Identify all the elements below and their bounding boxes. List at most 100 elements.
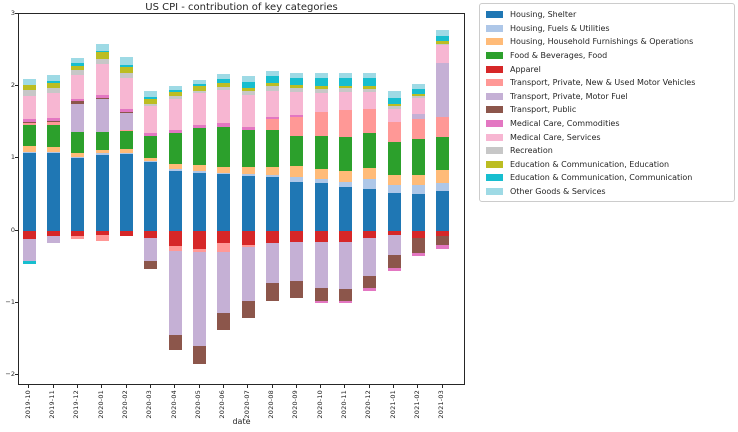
bar-segment xyxy=(338,181,352,188)
legend-swatch-icon xyxy=(486,160,503,168)
bar-segment xyxy=(168,85,182,90)
x-tick-mark xyxy=(295,385,297,388)
bar-segment xyxy=(387,106,401,110)
x-tick-label: 2020-08 xyxy=(267,390,275,419)
bar-segment xyxy=(47,124,61,147)
x-tick-mark xyxy=(247,385,249,388)
bar-segment xyxy=(290,116,304,137)
legend-swatch-icon xyxy=(486,38,503,46)
bar-segment xyxy=(144,160,158,163)
bar-segment xyxy=(193,92,207,125)
x-tick-label: 2020-02 xyxy=(121,390,130,419)
legend-item: Apparel xyxy=(486,62,728,76)
y-tick-label: −1 xyxy=(5,297,15,306)
bar-segment xyxy=(411,230,425,238)
bar-segment xyxy=(387,254,401,269)
bar-segment xyxy=(22,84,36,90)
bar-segment xyxy=(95,97,109,100)
bar-segment xyxy=(436,190,450,231)
bar-segment xyxy=(168,169,182,172)
bar-segment xyxy=(314,179,328,184)
bar-segment xyxy=(338,187,352,231)
bar-segment xyxy=(290,181,304,231)
x-tick-mark xyxy=(149,385,151,388)
bar-segment xyxy=(241,76,255,82)
bar-segment xyxy=(22,124,36,147)
bar-segment xyxy=(266,283,279,302)
bar-segment xyxy=(71,101,85,104)
bar-segment xyxy=(363,287,377,291)
bar-segment xyxy=(338,85,352,89)
bar-segment xyxy=(144,261,158,269)
bar-segment xyxy=(47,152,61,231)
bar-segment xyxy=(290,165,304,177)
y-tick-mark xyxy=(15,229,18,231)
bar-segment xyxy=(95,63,109,95)
bar-segment xyxy=(411,253,425,256)
bar-segment xyxy=(22,153,36,231)
bar-segment xyxy=(290,92,304,116)
x-tick-label: 2019-12 xyxy=(72,390,81,419)
bar-segment xyxy=(193,252,207,346)
bar-segment xyxy=(290,77,304,85)
legend-item: Food & Beverages, Food xyxy=(486,49,728,63)
bar-segment xyxy=(47,118,61,121)
x-tick-label: 2020-09 xyxy=(291,390,300,419)
bar-segment xyxy=(387,122,401,142)
bar-segment xyxy=(387,141,401,176)
bar-segment xyxy=(241,81,255,88)
legend-label: Apparel xyxy=(510,64,541,74)
bar-segment xyxy=(314,288,328,301)
y-tick-mark xyxy=(15,157,18,159)
bar-segment xyxy=(22,123,36,125)
legend-label: Medical Care, Commodities xyxy=(510,119,620,129)
bar-segment xyxy=(95,149,109,154)
bar-segment xyxy=(168,129,182,134)
bar-segment xyxy=(363,179,377,189)
bar-segment xyxy=(436,170,450,184)
bar-segment xyxy=(22,261,36,264)
bar-segment xyxy=(71,99,85,102)
bar-segment xyxy=(168,171,182,231)
bar-segment xyxy=(338,73,352,79)
bar-segment xyxy=(387,91,401,98)
bar-segment xyxy=(411,96,425,98)
bar-segment xyxy=(314,93,328,112)
bar-segment xyxy=(144,97,158,99)
bar-segment xyxy=(120,129,134,131)
bar-segment xyxy=(22,238,36,262)
bar-segment xyxy=(47,120,61,123)
plot-area xyxy=(18,13,465,385)
legend-item: Transport, Public xyxy=(486,103,728,117)
legend-item: Education & Communication, Communication xyxy=(486,171,728,185)
bar-segment xyxy=(193,171,207,173)
x-tick-label: 2020-03 xyxy=(145,390,154,419)
bar-segment xyxy=(411,175,425,186)
bar-segment xyxy=(363,188,377,231)
bar-segment xyxy=(314,111,328,137)
bar-segment xyxy=(168,133,182,165)
bar-segment xyxy=(338,88,352,92)
bar-segment xyxy=(71,63,85,66)
bar-segment xyxy=(266,90,279,118)
bar-segment xyxy=(387,104,401,107)
bar-segment xyxy=(436,43,450,46)
y-tick-label: 0 xyxy=(10,225,15,234)
bar-segment xyxy=(266,175,279,177)
bar-segment xyxy=(95,94,109,98)
bar-segment xyxy=(411,193,425,231)
bar-segment xyxy=(217,79,231,84)
x-axis-label: date xyxy=(232,417,251,426)
x-tick-mark xyxy=(320,385,322,388)
bar-segment xyxy=(241,167,255,174)
bar-segment xyxy=(47,87,61,94)
bar-segment xyxy=(144,136,158,158)
bar-segment xyxy=(120,112,134,130)
legend-label: Housing, Fuels & Utilities xyxy=(510,23,610,33)
bar-segment xyxy=(120,152,134,154)
bar-segment xyxy=(95,235,109,241)
legend-label: Housing, Shelter xyxy=(510,10,577,20)
bar-segment xyxy=(338,110,352,137)
bar-segment xyxy=(168,334,182,350)
x-tick-mark xyxy=(368,385,370,388)
